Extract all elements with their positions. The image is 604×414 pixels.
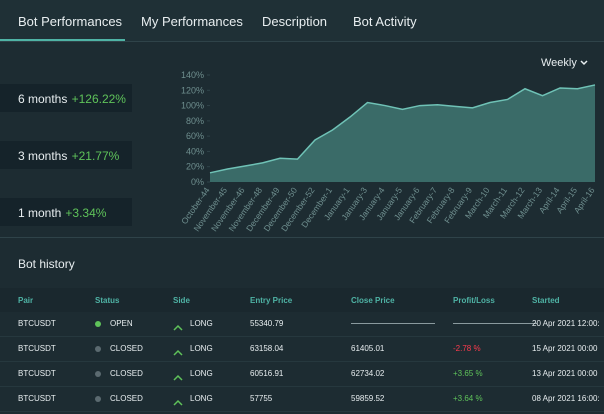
cell-close: 61405.01: [351, 344, 385, 353]
line: [209, 84, 596, 174]
status-dot: [95, 396, 101, 402]
cell-pair: BTCUSDT: [18, 394, 56, 403]
cell-pl: -2.78 %: [453, 344, 481, 353]
status-dot: [95, 346, 101, 352]
side-icon: [173, 344, 183, 356]
y-tick-label: 40%: [186, 146, 204, 156]
area: [210, 84, 595, 182]
cell-started: 08 Apr 2021 16:00:: [532, 394, 600, 403]
column-header: Profit/Loss: [453, 296, 495, 305]
period: 1 month: [18, 206, 62, 220]
change: +21.77%: [71, 149, 120, 163]
side-icon: [173, 369, 183, 381]
tab[interactable]: My Performances: [141, 14, 243, 29]
tab[interactable]: Description: [262, 14, 328, 29]
tab-bar: Bot Performances My Performances Descripti…: [0, 0, 604, 42]
cell-close: 59859.52: [351, 394, 385, 403]
y-tick-label: 20%: [186, 162, 204, 172]
cell-side: LONG: [190, 394, 213, 403]
side-icon: [173, 394, 183, 406]
performance-item: 6 months +126.22%: [0, 84, 132, 112]
empty-placeholder: [351, 323, 435, 324]
up-arrow: [173, 399, 183, 406]
y-tick-label: 120%: [181, 85, 204, 95]
tab[interactable]: Bot Performances: [18, 14, 123, 29]
dropdown-label: Weekly: [541, 57, 577, 69]
column-header: Side: [173, 296, 190, 305]
separator: [0, 237, 604, 238]
period-dropdown[interactable]: Weekly: [541, 57, 588, 69]
row-separator: [0, 361, 604, 362]
column-header: Status: [95, 296, 120, 305]
cell-side: LONG: [190, 369, 213, 378]
cell-close: 62734.02: [351, 369, 385, 378]
chevron: [580, 60, 588, 66]
y-tick-label: 100%: [181, 101, 204, 111]
row-separator: [0, 336, 604, 337]
y-tick-label: 60%: [186, 131, 204, 141]
column-header: Started: [532, 296, 560, 305]
side-icon: [173, 319, 183, 331]
y-tick-label: 80%: [186, 116, 204, 126]
y-tick-label: 140%: [181, 70, 204, 80]
cell-status: CLOSED: [110, 369, 143, 378]
cell-entry: 57755: [250, 394, 273, 403]
cell-started: 20 Apr 2021 12:00:: [532, 319, 600, 328]
cell-started: 13 Apr 2021 00:00: [532, 369, 598, 378]
table-header: [0, 288, 604, 312]
cell-pair: BTCUSDT: [18, 344, 56, 353]
column-header: Pair: [18, 296, 34, 305]
row-separator: [0, 386, 604, 387]
change: +3.34%: [65, 206, 107, 220]
y-tick-label: 0%: [191, 177, 204, 187]
period: 6 months: [18, 92, 68, 106]
cell-pl: +3.64 %: [453, 394, 483, 403]
cell-pair: BTCUSDT: [18, 319, 56, 328]
period: 3 months: [18, 149, 68, 163]
cell-entry: 55340.79: [250, 319, 284, 328]
history-title: Bot history: [18, 257, 75, 271]
column-header: Close Price: [351, 296, 395, 305]
performance-item: 3 months +21.77%: [0, 141, 132, 169]
cell-pair: BTCUSDT: [18, 369, 56, 378]
up-arrow: [173, 374, 183, 381]
empty-placeholder: [453, 323, 537, 324]
change: +126.22%: [71, 92, 126, 106]
cell-side: LONG: [190, 319, 213, 328]
performance-item: 1 month +3.34%: [0, 198, 132, 226]
status-dot: [95, 321, 101, 327]
cell-status: OPEN: [110, 319, 133, 328]
cell-entry: 63158.04: [250, 344, 284, 353]
cell-side: LONG: [190, 344, 213, 353]
cell-entry: 60516.91: [250, 369, 284, 378]
performance-chart: 0%20%40%60%80%100%120%140%October-44Nove…: [179, 70, 597, 233]
active-tab-indicator: [0, 39, 125, 41]
status-dot: [95, 371, 101, 377]
row-separator: [0, 411, 604, 412]
cell-status: CLOSED: [110, 394, 143, 403]
column-header: Entry Price: [250, 296, 293, 305]
tab[interactable]: Bot Activity: [353, 14, 417, 29]
cell-pl: +3.65 %: [453, 369, 483, 378]
cell-status: CLOSED: [110, 344, 143, 353]
up-arrow: [173, 324, 183, 331]
up-arrow: [173, 349, 183, 356]
cell-started: 15 Apr 2021 00:00: [532, 344, 598, 353]
